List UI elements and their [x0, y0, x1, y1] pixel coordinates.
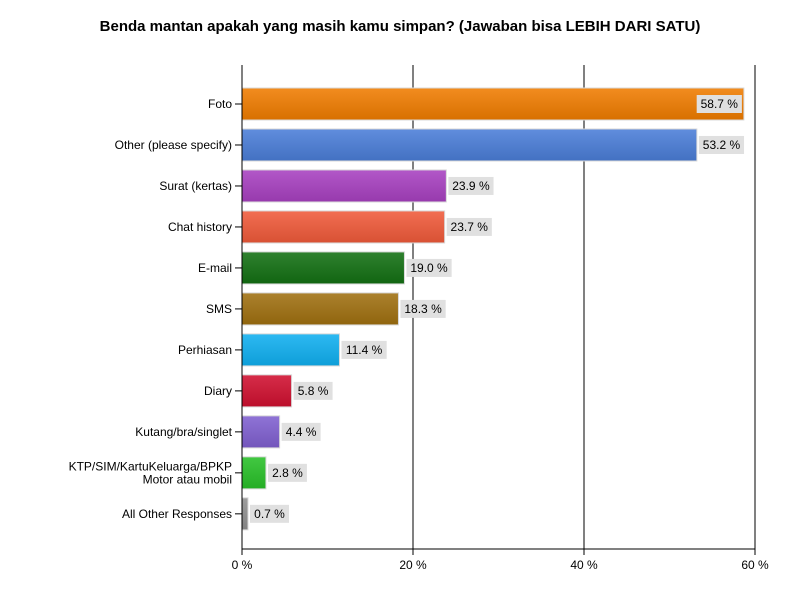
data-label: 11.4 % [346, 343, 383, 357]
category-label-line: KTP/SIM/KartuKeluarga/BPKP [69, 459, 232, 473]
data-label: 53.2 % [703, 138, 741, 152]
data-label-background [696, 95, 742, 113]
bar [241, 169, 447, 203]
category-label: E-mail [198, 261, 232, 275]
category-label-line: Diary [204, 384, 232, 398]
bar [241, 210, 446, 244]
bar [241, 497, 249, 531]
x-tick-label: 40 % [570, 558, 598, 572]
data-label-background [267, 463, 307, 482]
bar [241, 251, 405, 285]
bar [241, 333, 340, 367]
category-label-line: Surat (kertas) [159, 179, 232, 193]
data-label: 0.7 % [254, 507, 285, 521]
data-label-background [400, 299, 446, 318]
category-label-line: Motor atau mobil [143, 472, 232, 486]
data-label-background [448, 176, 494, 195]
data-label-background [341, 340, 387, 359]
category-label: Perhiasan [178, 343, 232, 357]
data-label-background [293, 381, 333, 400]
category-label-line: E-mail [198, 261, 232, 275]
data-label-background [406, 258, 452, 277]
category-label-line: Chat history [168, 220, 232, 234]
category-label-line: Perhiasan [178, 343, 232, 357]
category-label-line: Other (please specify) [115, 138, 232, 152]
data-label-background [249, 504, 289, 523]
category-label: KTP/SIM/KartuKeluarga/BPKP Motor atau mob… [69, 459, 232, 486]
x-tick-label: 0 % [232, 558, 253, 572]
data-label-background [281, 422, 321, 441]
bar [241, 374, 293, 408]
data-label: 58.7 % [701, 97, 739, 111]
category-label: Other (please specify) [115, 138, 232, 152]
category-label-line: Foto [208, 97, 232, 111]
category-label: SMS [206, 302, 232, 316]
data-label: 5.8 % [298, 384, 329, 398]
category-label-line: Kutang/bra/singlet [135, 425, 232, 439]
category-label: Foto [208, 97, 232, 111]
bar [241, 128, 698, 162]
data-label-background [698, 135, 745, 154]
category-label: Kutang/bra/singlet [135, 425, 232, 439]
category-label-line: SMS [206, 302, 232, 316]
chart-title: Benda mantan apakah yang masih kamu simp… [99, 18, 701, 35]
data-label: 23.9 % [452, 179, 490, 193]
category-label: Surat (kertas) [159, 179, 232, 193]
bar [241, 415, 281, 449]
data-label-background [446, 217, 492, 236]
data-label: 4.4 % [286, 425, 317, 439]
data-label: 23.7 % [451, 220, 489, 234]
data-label: 18.3 % [404, 302, 442, 316]
x-tick-label: 20 % [399, 558, 427, 572]
category-label: Chat history [168, 220, 232, 234]
category-label: All Other Responses [122, 507, 232, 521]
data-label: 2.8 % [272, 466, 303, 480]
bar [241, 456, 267, 490]
x-tick-label: 60 % [741, 558, 769, 572]
category-label: Diary [204, 384, 232, 398]
category-label-line: All Other Responses [122, 507, 232, 521]
bar [241, 292, 399, 326]
data-label: 19.0 % [410, 261, 448, 275]
bar [241, 87, 745, 121]
